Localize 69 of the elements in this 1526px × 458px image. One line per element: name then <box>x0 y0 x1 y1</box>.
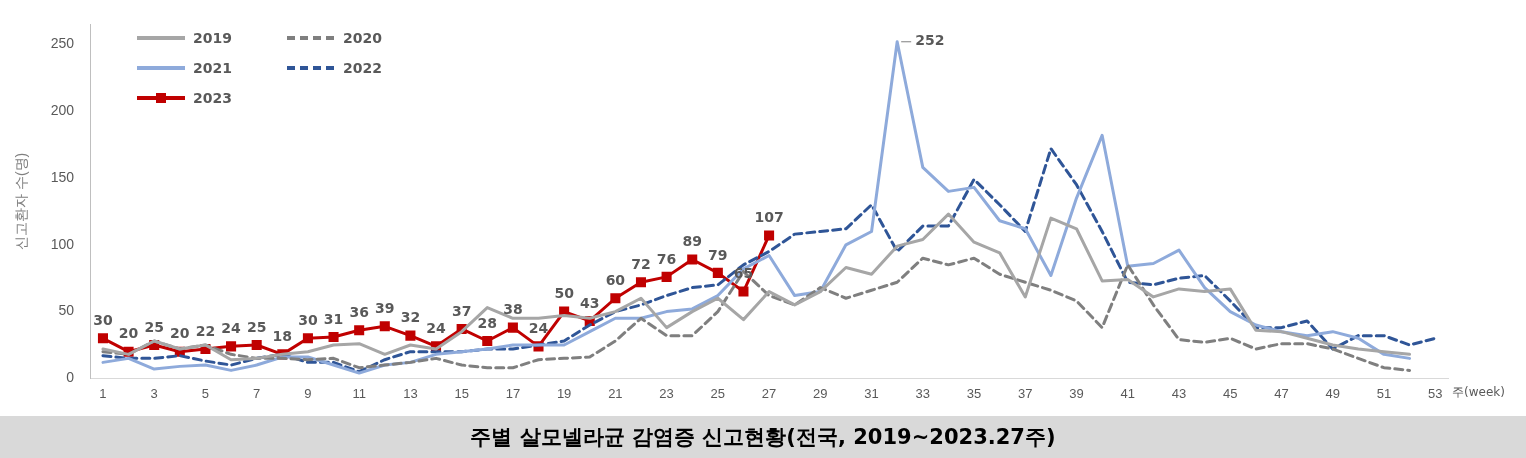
data-label: 76 <box>656 250 677 267</box>
data-label: 18 <box>272 328 293 344</box>
y-tick-label: 50 <box>58 302 75 319</box>
x-tick-label: 23 <box>659 385 674 401</box>
data-label: 50 <box>554 285 575 302</box>
x-tick-label: 51 <box>1376 385 1392 401</box>
x-tick-label: 35 <box>966 385 982 401</box>
legend-label: 2021 <box>193 60 232 76</box>
x-tick-label: 19 <box>556 385 572 401</box>
x-tick-label: 27 <box>761 385 777 401</box>
x-tick-label: 13 <box>403 385 418 401</box>
x-tick-label: 9 <box>304 385 312 401</box>
data-label: 89 <box>682 233 702 250</box>
data-label: 36 <box>349 303 369 320</box>
x-tick-label: 45 <box>1223 385 1238 401</box>
data-label: 25 <box>246 318 267 335</box>
y-axis-title: 신고환자 수(명) <box>13 152 30 251</box>
data-label: 22 <box>195 322 216 339</box>
data-label: 39 <box>375 299 395 316</box>
data-label: 79 <box>708 246 728 263</box>
data-label: 38 <box>503 301 523 318</box>
x-tick-label: 5 <box>201 385 210 401</box>
x-axis-title: 주(week) <box>1452 384 1505 399</box>
data-label: 107 <box>754 209 784 226</box>
data-label: 72 <box>631 255 651 272</box>
data-label: 65 <box>733 265 754 282</box>
x-tick-label: 33 <box>915 385 931 401</box>
x-tick-label: 31 <box>864 385 879 401</box>
data-label: 30 <box>298 311 318 328</box>
data-label: 60 <box>605 271 626 288</box>
legend-label: 2020 <box>343 30 382 46</box>
annotation: 252 <box>915 32 945 49</box>
legend-label: 2022 <box>343 60 382 76</box>
x-tick-label: 17 <box>505 385 521 401</box>
data-label: 24 <box>528 319 549 336</box>
data-label: 30 <box>93 311 113 328</box>
data-label: 43 <box>580 294 600 311</box>
x-tick-label: 7 <box>253 385 261 401</box>
data-label: 20 <box>118 325 139 342</box>
data-label: 28 <box>477 314 498 331</box>
y-tick-label: 150 <box>50 168 75 185</box>
y-tick-label: 200 <box>50 102 75 119</box>
y-tick-label: 100 <box>50 235 75 252</box>
x-tick-label: 41 <box>1120 385 1135 401</box>
y-tick-label: 250 <box>50 35 75 52</box>
x-tick-label: 11 <box>352 385 366 401</box>
x-tick-label: 37 <box>1018 385 1033 401</box>
x-tick-label: 29 <box>813 385 828 401</box>
x-tick-label: 47 <box>1274 385 1289 401</box>
legend-label: 2023 <box>193 90 232 106</box>
x-tick-label: 49 <box>1325 385 1340 401</box>
text: 주별 살모넬라균 감염증 신고현황(전국, 2019~2023.27주) <box>470 425 1056 449</box>
x-tick-label: 1 <box>99 385 107 401</box>
x-tick-label: 53 <box>1427 385 1443 401</box>
y-tick-label: 0 <box>66 369 75 386</box>
data-label: 25 <box>144 318 164 335</box>
x-tick-label: 3 <box>150 385 158 401</box>
data-label: 24 <box>221 319 242 336</box>
data-label: 32 <box>400 309 421 326</box>
x-tick-label: 25 <box>710 385 726 401</box>
legend-label: 2019 <box>193 30 232 46</box>
data-label: 37 <box>451 302 472 319</box>
data-label: 20 <box>170 325 190 342</box>
data-label: 24 <box>426 319 447 336</box>
x-tick-label: 43 <box>1171 385 1187 401</box>
x-tick-label: 21 <box>608 385 623 401</box>
x-tick-label: 39 <box>1069 385 1084 401</box>
x-tick-label: 15 <box>454 385 469 401</box>
data-label: 31 <box>323 310 344 327</box>
